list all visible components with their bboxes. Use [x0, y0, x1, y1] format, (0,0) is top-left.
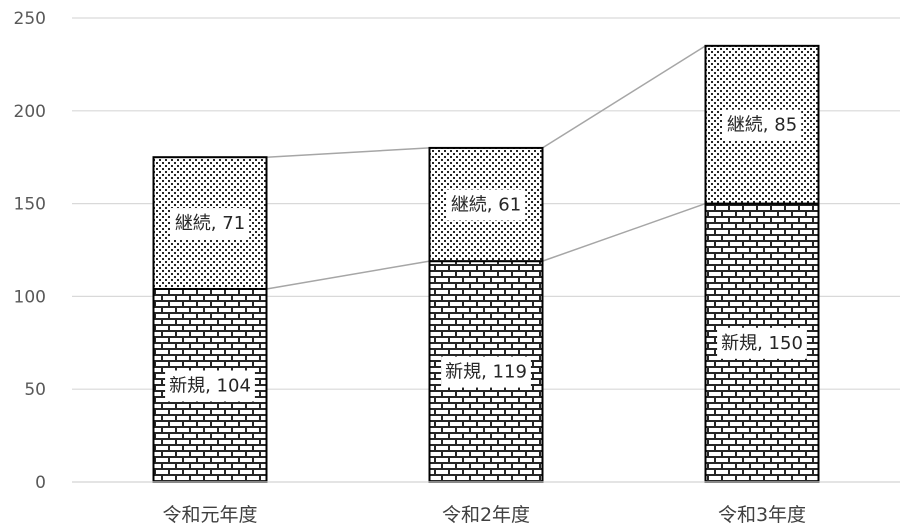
- data-label-background: [446, 189, 526, 221]
- x-tick-label: 令和3年度: [718, 504, 806, 526]
- series-line-新規: [542, 202, 706, 262]
- data-label: 新規, 119: [445, 362, 527, 383]
- series-line-新規: [266, 260, 430, 290]
- data-label-background: [165, 370, 255, 402]
- y-tick-label: 100: [14, 287, 46, 307]
- data-label: 継続, 61: [451, 195, 521, 216]
- data-label-background: [717, 327, 807, 359]
- data-label: 継続, 71: [175, 213, 245, 234]
- data-label: 新規, 150: [721, 333, 803, 354]
- data-labels: 新規, 104 新規, 119 新規, 150 継続, 71 継続, 61 継続, 85: [165, 109, 807, 402]
- data-label: 新規, 104: [169, 375, 251, 396]
- y-tick-label: 250: [14, 9, 46, 29]
- data-label: 継続, 85: [727, 115, 797, 136]
- y-tick-label: 0: [35, 473, 46, 493]
- y-tick-label: 200: [14, 102, 46, 122]
- series-line-継続: [266, 147, 430, 158]
- y-axis: 0 50 100 150 200 250: [14, 9, 46, 493]
- series-lines: [266, 45, 706, 290]
- x-tick-label: 令和元年度: [162, 504, 257, 526]
- data-label-background: [441, 356, 531, 388]
- series-line-継続: [542, 45, 706, 149]
- x-axis: 令和元年度 令和2年度 令和3年度: [72, 481, 900, 526]
- x-tick-label: 令和2年度: [442, 504, 530, 526]
- y-tick-label: 150: [14, 195, 46, 215]
- y-tick-label: 50: [24, 380, 46, 400]
- data-label-background: [170, 208, 250, 240]
- data-label-background: [722, 109, 802, 141]
